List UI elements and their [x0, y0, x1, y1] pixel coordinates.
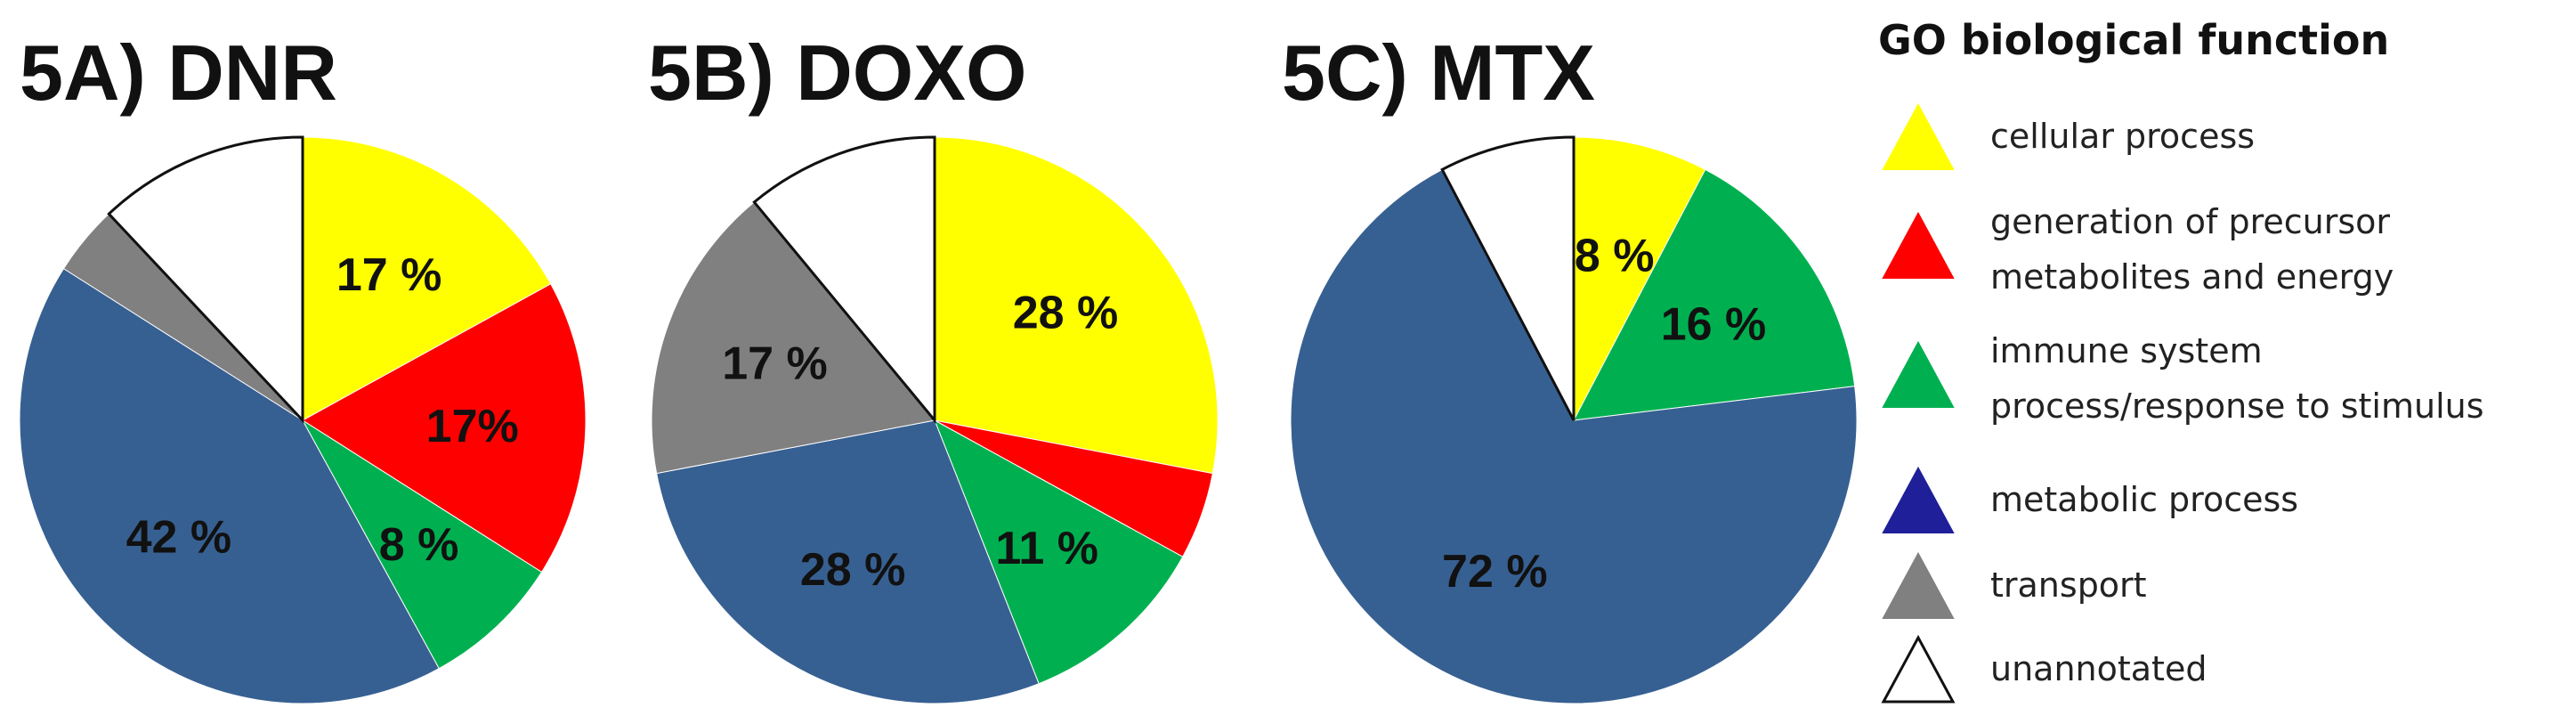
legend-label: unannotated	[1990, 649, 2207, 688]
triangle-icon	[1882, 466, 1955, 533]
legend-swatch	[1882, 340, 1955, 408]
chart-title-doxo: 5B) DOXO	[648, 28, 1027, 117]
data-label: 42 %	[126, 512, 232, 564]
pie-slice-unannotated	[107, 135, 304, 424]
data-label: 16 %	[1661, 299, 1767, 351]
data-label: 72 %	[1442, 546, 1548, 598]
pie-slice-cellular-process	[302, 136, 552, 421]
legend-label: metabolic process	[1990, 480, 2299, 519]
legend-label: cellular process	[1990, 117, 2256, 156]
legend-item-cellular-process: cellular process	[1878, 98, 2572, 178]
pie-slice-cellular-process	[934, 136, 1219, 475]
data-label: 8 %	[1575, 231, 1655, 282]
pie-slice-metabolic-process	[19, 267, 440, 704]
triangle-icon	[1881, 634, 1956, 704]
legend-swatch	[1882, 211, 1955, 279]
data-label: 28 %	[800, 544, 906, 596]
legend-swatch	[1882, 102, 1955, 170]
triangle-icon	[1882, 102, 1955, 170]
triangle-icon	[1882, 211, 1955, 279]
data-label: 8 %	[379, 519, 459, 571]
legend-item-unannotated: unannotated	[1878, 630, 2572, 711]
pie-slice-immune-system-process-response-to-stimulus	[934, 419, 1184, 685]
pie-slice-transport	[651, 201, 936, 475]
legend-swatch	[1881, 634, 1956, 704]
legend-label: transport	[1990, 565, 2147, 605]
legend-title: GO biological function	[1878, 16, 2390, 64]
legend-label: generation of precursor metabolites and …	[1990, 202, 2394, 297]
triangle-icon	[1882, 551, 1955, 619]
legend-item-transport: transport	[1878, 547, 2572, 627]
legend-item-metabolic-process: metabolic process	[1878, 461, 2572, 541]
legend: GO biological function cellular process …	[1878, 16, 2572, 720]
pie-slice-generation-of-precursor-metabolites-and-energy	[302, 283, 587, 574]
chart-title-dnr: 5A) DNR	[20, 28, 337, 117]
pie-slice-cellular-process	[1573, 136, 1706, 421]
pie-slice-unannotated	[1440, 135, 1576, 421]
chart-title-mtx: 5C) MTX	[1282, 28, 1595, 117]
data-label: 17 %	[722, 338, 828, 389]
legend-item-generation-of-precursor: generation of precursor metabolites and …	[1878, 194, 2572, 297]
triangle-icon	[1882, 340, 1955, 408]
legend-swatch	[1882, 466, 1955, 533]
data-label: 17 %	[336, 249, 442, 301]
data-label: 28 %	[1013, 287, 1119, 338]
pie-slice-unannotated	[752, 135, 936, 425]
legend-label: immune system process/response to stimul…	[1990, 331, 2484, 426]
legend-item-immune-system: immune system process/response to stimul…	[1878, 323, 2572, 426]
data-label: 11 %	[995, 523, 1098, 574]
data-label: 17%	[426, 401, 519, 452]
pie-slice-immune-system-process-response-to-stimulus	[1573, 168, 1856, 421]
pie-slice-metabolic-process	[656, 419, 1040, 704]
pie-slice-metabolic-process	[1290, 168, 1858, 704]
legend-swatch	[1882, 551, 1955, 619]
pie-slice-immune-system-process-response-to-stimulus	[302, 419, 543, 670]
